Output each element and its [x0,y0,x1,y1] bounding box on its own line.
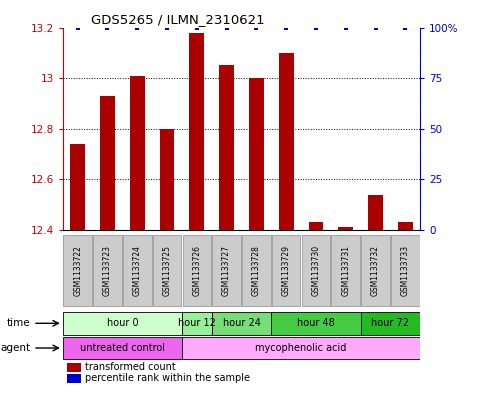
Text: GSM1133728: GSM1133728 [252,245,261,296]
Text: GSM1133724: GSM1133724 [133,245,142,296]
Text: GSM1133727: GSM1133727 [222,245,231,296]
Bar [242,235,270,306]
Bar [100,96,115,230]
Text: time: time [6,318,30,328]
Bar [70,144,85,230]
Bar [67,374,81,383]
Bar [361,235,390,306]
Text: hour 12: hour 12 [178,318,216,328]
Bar [338,228,353,230]
Text: hour 48: hour 48 [297,318,335,328]
Text: hour 24: hour 24 [223,318,260,328]
Bar [63,312,182,335]
Bar [182,337,420,360]
Point [372,24,380,31]
Text: GSM1133732: GSM1133732 [371,245,380,296]
Bar [213,235,241,306]
Bar [331,235,360,306]
Bar [302,235,330,306]
Bar [182,312,212,335]
Bar [271,312,361,335]
Bar [153,235,181,306]
Bar [272,235,300,306]
Text: GSM1133733: GSM1133733 [401,245,410,296]
Text: GSM1133729: GSM1133729 [282,245,291,296]
Bar [63,235,92,306]
Text: GSM1133725: GSM1133725 [163,245,171,296]
Text: GSM1133723: GSM1133723 [103,245,112,296]
Text: percentile rank within the sample: percentile rank within the sample [85,373,250,383]
Point [104,24,112,31]
Text: transformed count: transformed count [85,362,176,372]
Point [282,24,290,31]
Bar [361,312,420,335]
Point [133,24,141,31]
Bar [249,78,264,230]
Point [253,24,260,31]
Text: untreated control: untreated control [80,343,165,353]
Bar [189,33,204,230]
Bar [391,235,420,306]
Bar [183,235,211,306]
Point [193,24,201,31]
Bar [67,363,81,371]
Bar [123,235,152,306]
Text: mycophenolic acid: mycophenolic acid [256,343,347,353]
Bar [368,195,383,230]
Point [223,24,230,31]
Text: hour 72: hour 72 [371,318,410,328]
Text: agent: agent [0,343,30,353]
Text: GDS5265 / ILMN_2310621: GDS5265 / ILMN_2310621 [91,13,265,26]
Text: GSM1133726: GSM1133726 [192,245,201,296]
Text: GSM1133730: GSM1133730 [312,245,320,296]
Point [342,24,350,31]
Text: hour 0: hour 0 [107,318,138,328]
Bar [398,222,413,230]
Bar [309,222,324,230]
Bar [159,129,174,230]
Point [312,24,320,31]
Bar [219,66,234,230]
Text: GSM1133731: GSM1133731 [341,245,350,296]
Bar [130,75,145,230]
Bar [279,53,294,230]
Bar [63,337,182,360]
Bar [212,312,271,335]
Point [74,24,82,31]
Bar [93,235,122,306]
Text: GSM1133722: GSM1133722 [73,245,82,296]
Point [163,24,171,31]
Point [401,24,409,31]
